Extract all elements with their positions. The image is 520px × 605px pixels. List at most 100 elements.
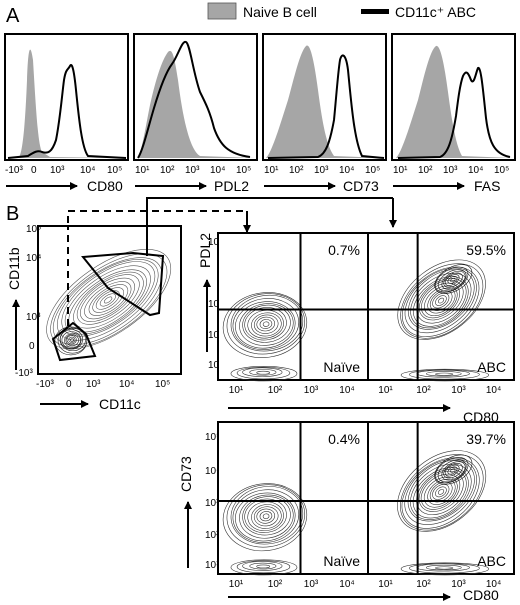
contour-plot-cd73-abc: 39.7% ABC 10¹ 10² 10³ 10⁴ <box>367 421 515 590</box>
contour-line <box>409 563 480 574</box>
plot-xtick: 10⁴ <box>339 579 354 590</box>
contour-line <box>61 331 82 349</box>
contour-line <box>447 466 458 475</box>
hist-pdl2-tick: 10⁵ <box>236 165 251 176</box>
plot-xtick: 10¹ <box>229 579 244 590</box>
population-label: ABC <box>477 359 506 375</box>
panel-a-letter: A <box>6 5 20 27</box>
hist-cd80-tick: 0 <box>31 165 37 176</box>
contour-line <box>256 508 276 524</box>
contour-line <box>259 319 273 329</box>
legend-swatch-abc <box>361 9 389 14</box>
gating-ytick: 10⁵ <box>26 224 41 235</box>
quadrant-percent: 0.4% <box>328 431 360 447</box>
plot-xtick: 10³ <box>451 385 466 396</box>
hist-cd73-xlabel: CD73 <box>343 178 379 194</box>
contour-lines <box>397 259 489 382</box>
gating-ytick: -10³ <box>15 368 33 379</box>
row2-ytick: 10⁴ <box>205 466 220 477</box>
legend-swatch-naive <box>207 2 237 20</box>
contour-line <box>404 267 477 334</box>
contour-line <box>80 277 135 322</box>
contour-line <box>262 321 270 327</box>
plot-xtick: 10¹ <box>378 579 393 590</box>
contour-line <box>256 316 276 332</box>
quadrant-percent: 59.5% <box>466 242 506 258</box>
contour-line <box>429 481 453 503</box>
histogram-cd73 <box>262 33 387 161</box>
plot-frame <box>367 421 515 575</box>
hist-pdl2-tick: 10³ <box>185 165 200 176</box>
contour-line <box>242 367 283 377</box>
hist-cd80-xlabel: CD80 <box>87 178 123 194</box>
hist-fas-xlabel: FAS <box>474 178 500 194</box>
hist-cd80-tick: 10⁴ <box>80 165 95 176</box>
plot-xtick: 10¹ <box>378 385 393 396</box>
contour-line <box>410 463 472 520</box>
contour-line <box>70 338 75 342</box>
contour-line <box>259 511 273 522</box>
quadrant-percent: 39.7% <box>466 431 506 447</box>
plot-frame <box>367 232 515 381</box>
contour-line <box>425 371 462 377</box>
gating-xlabel: CD11c <box>99 396 141 412</box>
plot-xtick: 10² <box>268 385 283 396</box>
histogram-abc-line <box>397 66 511 159</box>
plot-frame <box>217 232 369 381</box>
gating-ytick: 10³ <box>26 312 41 323</box>
contour-line <box>64 333 81 348</box>
gating-xtick: -10³ <box>36 379 54 390</box>
plot-xtick: 10¹ <box>229 385 244 396</box>
hist-pdl2-tick: 10⁴ <box>210 165 225 176</box>
contour-line <box>251 504 282 529</box>
contour-line <box>226 484 305 548</box>
contour-line <box>408 269 475 330</box>
hist-cd73-tick: 10⁴ <box>339 165 354 176</box>
contour-line <box>435 266 469 293</box>
population-label: Naïve <box>323 359 360 375</box>
plot-xtick: 10³ <box>451 579 466 590</box>
contour-line <box>400 263 484 339</box>
contour-line <box>262 513 270 519</box>
hist-cd80-tick: 10⁵ <box>107 165 122 176</box>
contour-line <box>230 365 298 382</box>
panel-a-legend: Naive B cell CD11c⁺ ABC <box>207 2 476 20</box>
histogram-abc-line <box>267 54 385 159</box>
row2-xlabel: CD80 <box>463 587 499 603</box>
contour-line <box>65 334 79 347</box>
plot-xtick: 10⁴ <box>486 385 501 396</box>
plot-xtick: 10² <box>268 579 283 590</box>
contour-line <box>443 463 463 479</box>
hist-fas-tick: 10⁴ <box>468 165 483 176</box>
histogram-naive-fill <box>18 49 126 158</box>
contour-line <box>92 287 125 313</box>
row1-ytick: 10³ <box>208 330 223 341</box>
legend-label-abc: CD11c⁺ ABC <box>395 4 476 20</box>
contour-lines <box>397 450 489 576</box>
contour-plot-pdl2-abc: 59.5% ABC 10¹ 10² 10³ 10⁴ <box>367 232 515 396</box>
contour-line <box>103 296 113 304</box>
row2-ytick: 10² <box>205 530 220 541</box>
contour-line <box>401 457 480 529</box>
hist-fas-tick: 10² <box>418 165 433 176</box>
contour-line <box>447 275 458 284</box>
row1-ytick: 10⁵ <box>208 237 223 248</box>
contour-line <box>242 561 283 571</box>
contour-line <box>236 366 291 380</box>
contour-line <box>235 492 296 542</box>
contour-line <box>412 467 469 519</box>
contour-line <box>410 272 472 329</box>
histogram-abc-line <box>7 64 127 159</box>
contour-line <box>397 259 486 340</box>
contour-line <box>434 264 473 294</box>
contour-line <box>66 335 77 345</box>
contour-line <box>437 269 467 292</box>
contour-line <box>400 368 489 382</box>
contour-line <box>99 293 116 307</box>
plot-xtick: 10² <box>416 385 431 396</box>
hist-fas-tick: 10³ <box>443 165 458 176</box>
contour-line <box>95 290 120 310</box>
contour-line <box>256 564 271 569</box>
gating-plot-cd11c-cd11b <box>37 225 182 375</box>
contour-line <box>256 370 271 375</box>
